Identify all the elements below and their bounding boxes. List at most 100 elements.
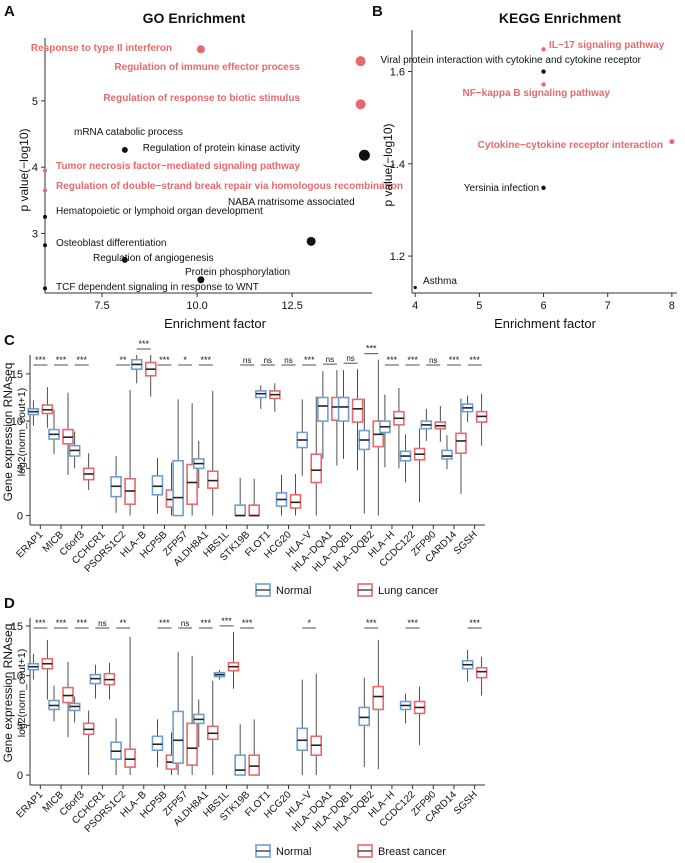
significance-label: *** [201, 618, 212, 628]
point-label: Regulation of immune effector process [114, 62, 300, 73]
significance-label: ns [346, 354, 354, 363]
point-label: Asthma [423, 276, 457, 287]
data-point [121, 146, 128, 153]
data-point [669, 139, 675, 145]
significance-label: *** [407, 355, 418, 365]
point-label: Osteoblast differentiation [56, 238, 166, 249]
box [289, 493, 302, 509]
data-point [541, 82, 546, 87]
box [358, 706, 371, 727]
significance-label: *** [138, 339, 149, 349]
significance-label: ns [284, 356, 292, 365]
point-label: Hematopoietic or lymphoid organ developm… [56, 206, 263, 217]
box [296, 727, 309, 752]
x-tick-label: 6 [540, 300, 546, 312]
significance-label: ns [98, 619, 106, 628]
breast-ylabel-line1: Gene expression RNAseq [1, 624, 15, 763]
significance-label: ns [181, 619, 189, 628]
data-point [358, 149, 370, 161]
legend-label: Lung cancer [378, 585, 439, 597]
y-tick-label: 1.6 [390, 67, 405, 79]
legend-label: Breast cancer [378, 846, 446, 858]
box [441, 449, 453, 460]
y-tick-label: 5 [32, 96, 38, 108]
go-xlabel: Enrichment factor [164, 316, 267, 331]
box [186, 463, 198, 506]
significance-label: *** [387, 355, 398, 365]
y-tick-label: 0 [17, 770, 23, 782]
point-label: NF−kappa B signaling pathway [462, 88, 610, 99]
significance-label: *** [366, 344, 377, 354]
legend-label: Normal [276, 585, 311, 597]
significance-label: *** [449, 355, 460, 365]
panel-label-d: D [4, 595, 15, 612]
data-point [197, 276, 205, 284]
significance-label: *** [56, 618, 67, 628]
data-point [196, 45, 205, 54]
point-label: Tumor necrosis factor−mediated signaling… [56, 161, 300, 172]
y-tick-label: 15 [11, 369, 23, 381]
point-label: Viral protein interaction with cytokine … [380, 55, 641, 66]
significance-label: ** [120, 355, 128, 365]
significance-label: *** [469, 355, 480, 365]
box [475, 666, 488, 679]
y-tick-label: 3 [32, 228, 38, 240]
significance-label: *** [221, 616, 232, 626]
x-tick-label: SGSH [452, 789, 480, 817]
panel-label-c: C [4, 332, 15, 349]
lung-ylabel-line2: log2(norm_cout+1) [16, 388, 28, 476]
kegg-title: KEGG Enrichment [499, 10, 621, 26]
breast-ylabel-line2: log2(norm_cout+1) [16, 649, 28, 737]
point-label: mRNA catabolic process [74, 127, 183, 138]
significance-label: *** [76, 618, 87, 628]
box [206, 470, 219, 489]
breast-boxplot-area: 051015ERAP1***MICB***C6orf3***CCHCR1nsPS… [11, 616, 488, 858]
y-tick-label: 10 [11, 671, 23, 683]
box [317, 396, 329, 422]
y-tick-label: 5 [17, 720, 23, 732]
point-label: NABA matrisome associated [228, 197, 355, 208]
x-tick-label: 5 [476, 300, 482, 312]
significance-label: *** [407, 618, 418, 628]
box [172, 710, 184, 764]
box [124, 748, 136, 768]
box [248, 754, 260, 776]
y-tick-label: 1.4 [390, 159, 405, 171]
box [372, 685, 385, 711]
data-point [43, 188, 47, 193]
point-label: IL−17 signaling pathway [549, 40, 665, 51]
point-label: TCF dependent signaling in response to W… [56, 282, 259, 293]
box [151, 735, 164, 752]
data-point [43, 286, 47, 291]
y-tick-label: 1.2 [390, 251, 405, 263]
y-tick-label: 15 [11, 621, 23, 633]
x-tick-label: 4 [412, 300, 418, 312]
box [310, 453, 323, 484]
data-point [541, 69, 546, 74]
significance-label: * [307, 618, 311, 628]
significance-label: ns [264, 356, 272, 365]
go-ylabel: p value(−log10) [17, 128, 31, 211]
go-title: GO Enrichment [143, 10, 246, 26]
point-label: Regulation of double−strand break repair… [56, 181, 403, 192]
x-tick-label: 10.0 [186, 300, 207, 312]
data-point [121, 256, 128, 263]
point-label: Regulation of response to biotic stimulu… [103, 93, 300, 104]
box [455, 432, 467, 455]
significance-label: * [183, 355, 187, 365]
y-tick-label: 4 [32, 162, 38, 174]
point-label: Yersinia infection [464, 183, 539, 194]
box [234, 754, 246, 776]
x-tick-label: SGSH [452, 529, 480, 557]
x-tick-label: 8 [669, 300, 675, 312]
data-point [43, 168, 47, 173]
x-tick-label: 7.5 [94, 300, 109, 312]
significance-label: ** [120, 618, 128, 628]
lung-boxplot-area: 051015ERAP1***MICB***C6orf3***CCHCR1PSOR… [11, 339, 488, 597]
x-tick-label: ERAP1 [14, 529, 45, 560]
significance-label: *** [469, 618, 480, 628]
data-point [541, 47, 546, 52]
data-point [355, 56, 366, 67]
box [172, 459, 184, 517]
significance-label: *** [201, 355, 212, 365]
